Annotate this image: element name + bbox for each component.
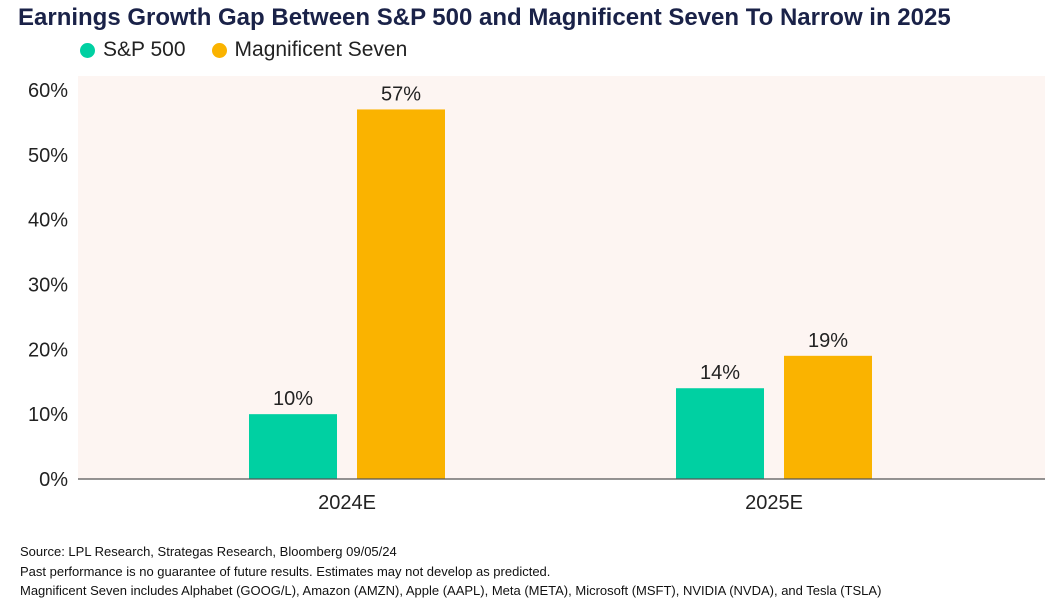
y-tick-label-0: 0%: [39, 469, 68, 491]
plot-background: [78, 76, 1045, 479]
bar-mag7-2024E: [357, 109, 445, 479]
y-tick-label-50: 50%: [28, 145, 68, 167]
y-tick-label-10: 10%: [28, 404, 68, 426]
bar-sp500-2025E: [676, 388, 764, 479]
y-tick-label-30: 30%: [28, 275, 68, 297]
y-tick-label-40: 40%: [28, 210, 68, 232]
chart-title: Earnings Growth Gap Between S&P 500 and …: [18, 4, 951, 31]
chart-footer: Source: LPL Research, Strategas Research…: [20, 542, 881, 601]
x-tick-label-2024E: 2024E: [318, 492, 376, 514]
x-tick-label-2025E: 2025E: [745, 492, 803, 514]
legend-swatch-sp500: [80, 42, 95, 58]
constituents-note: Magnificent Seven includes Alphabet (GOO…: [20, 583, 882, 598]
legend-label-mag7: Magnificent Seven: [234, 38, 408, 61]
disclaimer-note: Past performance is no guarantee of futu…: [20, 563, 551, 579]
data-label-mag7-2024E: 57%: [381, 83, 421, 105]
bar-sp500-2024E: [249, 414, 337, 479]
bar-mag7-2025E: [784, 355, 872, 479]
source-note: Source: LPL Research, Strategas Research…: [20, 544, 397, 559]
legend-label-sp500: S&P 500: [103, 38, 186, 61]
y-tick-label-20: 20%: [28, 339, 68, 361]
chart-legend: S&P 500 Magnificent Seven: [80, 38, 407, 62]
legend-item-sp500: S&P 500: [80, 38, 186, 62]
data-label-sp500-2024E: 10%: [273, 388, 313, 410]
data-label-mag7-2025E: 19%: [808, 330, 848, 352]
y-tick-label-60: 60%: [28, 80, 68, 102]
legend-item-mag7: Magnificent Seven: [211, 38, 408, 62]
legend-swatch-mag7: [211, 42, 227, 58]
data-label-sp500-2025E: 14%: [700, 362, 740, 384]
